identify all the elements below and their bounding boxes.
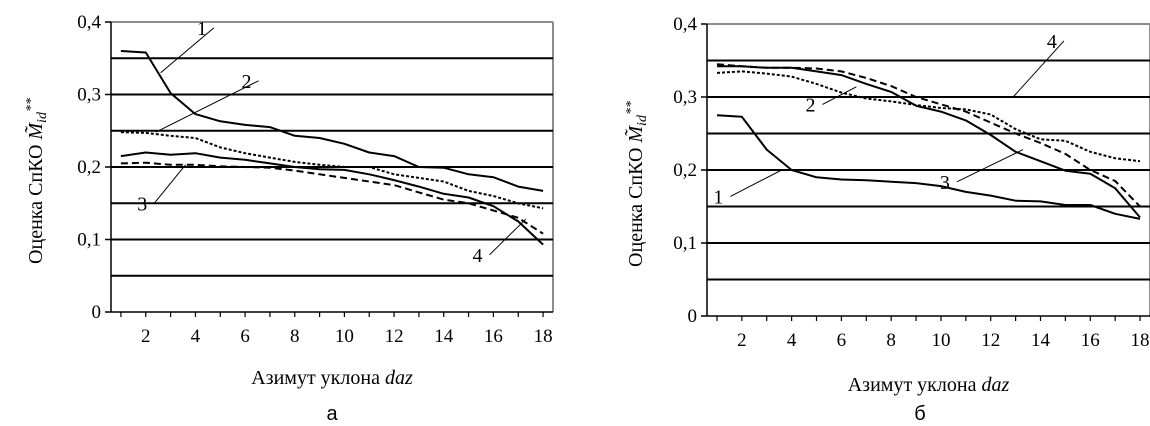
y-axis-label-symbol: M̃ [624,125,647,144]
y-tick-label: 0 [92,302,102,323]
series-label: 1 [197,18,207,40]
y-tick-label: 0,4 [673,14,697,35]
x-axis-label: Азимут уклона daz [848,374,1010,396]
y-axis-label-sub: id [35,111,50,123]
x-tick-label: 14 [1031,330,1051,351]
x-tick-label: 12 [981,330,1000,351]
x-tick-label: 2 [737,330,747,351]
y-tick-label: 0,2 [673,160,697,181]
series-line-3 [120,151,544,246]
x-axis-label: Азимут уклона daz [251,367,413,389]
series-line-1 [716,114,1141,220]
x-axis-label-text: Азимут уклона [251,367,385,389]
series-line-4 [716,63,1141,208]
x-tick-label: 8 [290,326,300,347]
x-tick-label: 6 [240,326,250,347]
series-label: 2 [242,71,252,93]
y-tick-label: 0,3 [77,85,101,106]
series-label: 4 [1047,31,1057,53]
y-axis-label-text: Оценка СпКО [625,143,647,267]
y-axis-label-sup: ** [624,101,639,115]
series-line-4 [120,161,544,235]
x-axis-label-var: daz [981,374,1009,396]
y-axis-label-sup: ** [24,98,39,112]
series-label: 4 [472,245,482,267]
series-leader-line [153,164,186,204]
x-tick-label: 10 [931,330,950,351]
series-label: 3 [137,193,147,215]
panel-label: а [326,403,338,425]
series-label: 1 [713,186,723,208]
y-axis-label-text: Оценка СпКО [25,140,47,264]
series-leader-line [155,80,259,133]
series-leader-line [489,218,527,256]
x-tick-label: 2 [141,326,151,347]
series-line-1 [120,50,544,192]
series-label: 2 [806,94,816,116]
series-leader-line [1012,40,1065,98]
x-tick-label: 18 [1131,330,1150,351]
x-tick-label: 18 [534,326,553,347]
x-tick-label: 16 [484,326,503,347]
y-tick-label: 0,1 [673,233,697,254]
y-tick-label: 0,4 [77,12,101,33]
series-line-2 [716,70,1141,163]
series-leader-line [956,149,1024,183]
y-tick-label: 0,3 [673,87,697,108]
x-tick-label: 14 [434,326,454,347]
y-tick-label: 0,2 [77,157,101,178]
x-axis-label-var: daz [385,367,413,389]
y-axis-label-sub: id [635,114,650,126]
y-tick-label: 0 [688,306,698,327]
series-leader-line [822,86,857,105]
panel-label: б [914,403,925,425]
x-tick-label: 12 [385,326,404,347]
y-axis-label: Оценка СпКО M̃id** [624,101,650,267]
series-line-3 [717,65,1141,219]
x-tick-label: 8 [886,330,896,351]
x-tick-label: 4 [191,326,201,347]
x-tick-label: 16 [1081,330,1100,351]
x-tick-label: 6 [837,330,847,351]
y-tick-label: 0,1 [77,230,101,251]
y-axis-label: Оценка СпКО M̃id** [24,98,50,264]
series-leader-line [160,27,215,74]
y-axis-label-symbol: M̃ [24,122,47,141]
series-line-2 [120,131,544,210]
series-label: 3 [940,172,950,194]
x-axis-label-text: Азимут уклона [848,374,982,396]
x-tick-label: 4 [787,330,797,351]
series-leader-line [730,169,782,197]
x-tick-label: 10 [335,326,354,347]
